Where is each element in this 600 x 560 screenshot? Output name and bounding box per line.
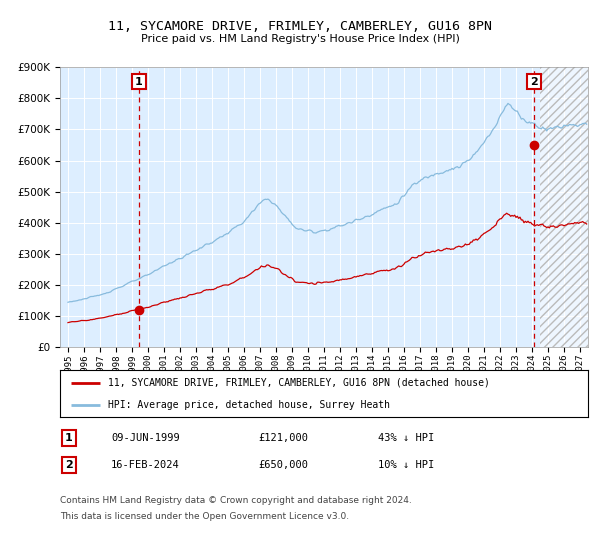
Text: Price paid vs. HM Land Registry's House Price Index (HPI): Price paid vs. HM Land Registry's House … <box>140 34 460 44</box>
Bar <box>540 67 588 347</box>
Text: 10% ↓ HPI: 10% ↓ HPI <box>378 460 434 470</box>
Text: 1: 1 <box>65 433 73 443</box>
Text: £650,000: £650,000 <box>258 460 308 470</box>
Text: 16-FEB-2024: 16-FEB-2024 <box>111 460 180 470</box>
Text: 43% ↓ HPI: 43% ↓ HPI <box>378 433 434 443</box>
Text: Contains HM Land Registry data © Crown copyright and database right 2024.: Contains HM Land Registry data © Crown c… <box>60 496 412 505</box>
Text: 11, SYCAMORE DRIVE, FRIMLEY, CAMBERLEY, GU16 8PN: 11, SYCAMORE DRIVE, FRIMLEY, CAMBERLEY, … <box>108 20 492 32</box>
Text: 11, SYCAMORE DRIVE, FRIMLEY, CAMBERLEY, GU16 8PN (detached house): 11, SYCAMORE DRIVE, FRIMLEY, CAMBERLEY, … <box>107 378 490 388</box>
Bar <box>540 67 588 347</box>
Text: 2: 2 <box>530 77 538 87</box>
Text: 2: 2 <box>65 460 73 470</box>
Text: 1: 1 <box>135 77 143 87</box>
Text: £121,000: £121,000 <box>258 433 308 443</box>
Text: HPI: Average price, detached house, Surrey Heath: HPI: Average price, detached house, Surr… <box>107 400 389 410</box>
Text: This data is licensed under the Open Government Licence v3.0.: This data is licensed under the Open Gov… <box>60 512 349 521</box>
Text: 09-JUN-1999: 09-JUN-1999 <box>111 433 180 443</box>
